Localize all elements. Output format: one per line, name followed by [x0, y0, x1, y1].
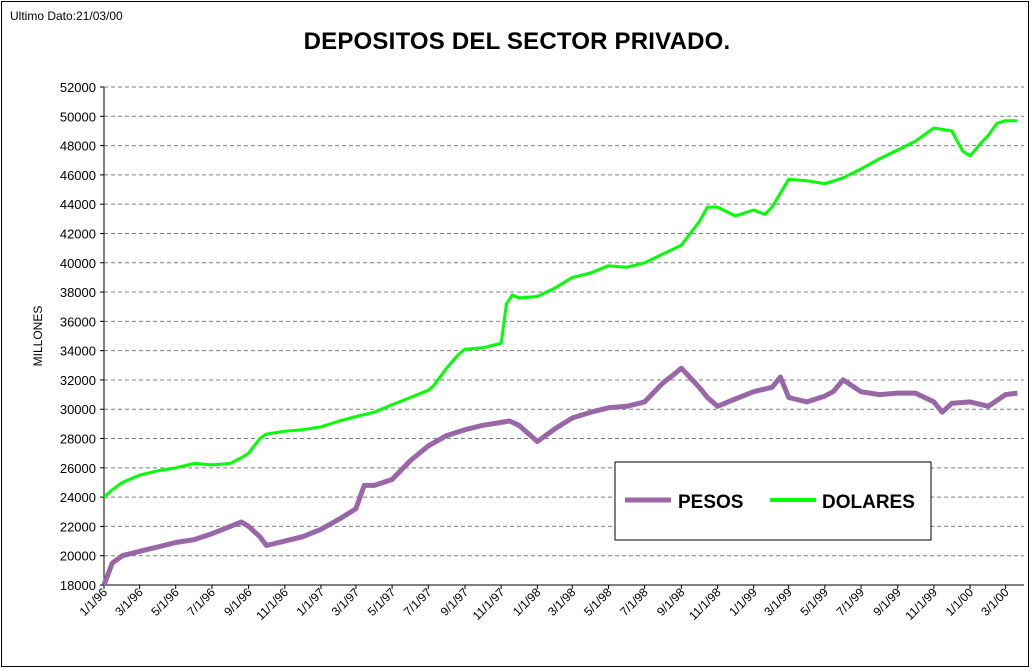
series-line-dolares [103, 119, 1018, 499]
y-tick-label: 36000 [60, 314, 96, 329]
chart-title: DEPOSITOS DEL SECTOR PRIVADO. [303, 28, 731, 55]
y-tick-label: 32000 [60, 373, 96, 388]
x-tick-label: 11/1/96 [253, 585, 291, 623]
x-tick-label: 7/1/97 [401, 585, 435, 619]
y-tick-label: 38000 [60, 285, 96, 300]
series-line-pesos [101, 365, 1018, 586]
x-tick-label: 3/1/98 [545, 585, 579, 619]
last-date-label: Ultimo Dato:21/03/00 [10, 9, 123, 23]
x-tick-label: 3/1/00 [978, 585, 1012, 619]
legend-label-dolares: DOLARES [822, 492, 915, 513]
y-tick-label: 20000 [60, 549, 96, 564]
x-tick-label: 3/1/97 [329, 585, 363, 619]
legend: PESOS DOLARES [614, 461, 932, 541]
x-tick-label: 7/1/99 [834, 585, 868, 619]
x-tick-label: 5/1/97 [365, 585, 399, 619]
y-tick-label: 44000 [60, 197, 96, 212]
x-tick-label: 7/1/96 [185, 585, 219, 619]
x-tick-label: 3/1/96 [112, 585, 146, 619]
x-tick-label: 11/1/98 [686, 585, 724, 623]
x-tick-label: 1/1/98 [510, 585, 544, 619]
x-tick-label: 5/1/96 [148, 585, 182, 619]
y-tick-label: 46000 [60, 168, 96, 183]
y-tick-label: 30000 [60, 402, 96, 417]
x-tick-label: 1/1/97 [294, 585, 328, 619]
x-tick-label: 11/1/97 [470, 585, 508, 623]
y-tick-label: 24000 [60, 490, 96, 505]
x-tick-label: 7/1/98 [617, 585, 651, 619]
y-tick-label: 18000 [60, 578, 96, 593]
y-tick-label: 26000 [60, 461, 96, 476]
y-tick-label: 28000 [60, 432, 96, 447]
y-tick-label: 34000 [60, 344, 96, 359]
x-tick-label: 1/1/99 [726, 585, 760, 619]
y-tick-label: 22000 [60, 519, 96, 534]
x-tick-label: 9/1/96 [221, 585, 255, 619]
x-tick-label: 5/1/98 [581, 585, 615, 619]
x-tick-label: 3/1/99 [761, 585, 795, 619]
y-tick-label: 48000 [60, 139, 96, 154]
y-tick-label: 42000 [60, 226, 96, 241]
y-axis-label: MILLONES [31, 306, 45, 367]
series-lines [101, 119, 1018, 586]
y-axis-ticks: 18000 20000 22000 24000 26000 28000 30000 32000… [60, 80, 104, 593]
x-tick-label: 9/1/98 [654, 585, 688, 619]
x-tick-label: 9/1/97 [438, 585, 472, 619]
x-tick-label: 9/1/99 [870, 585, 904, 619]
x-tick-label: 11/1/99 [902, 585, 940, 623]
y-tick-label: 40000 [60, 256, 96, 271]
legend-label-pesos: PESOS [678, 492, 743, 513]
y-tick-label: 50000 [60, 109, 96, 124]
x-tick-label: 1/1/00 [943, 585, 977, 619]
x-tick-label: 5/1/99 [797, 585, 831, 619]
y-tick-label: 52000 [60, 80, 96, 95]
